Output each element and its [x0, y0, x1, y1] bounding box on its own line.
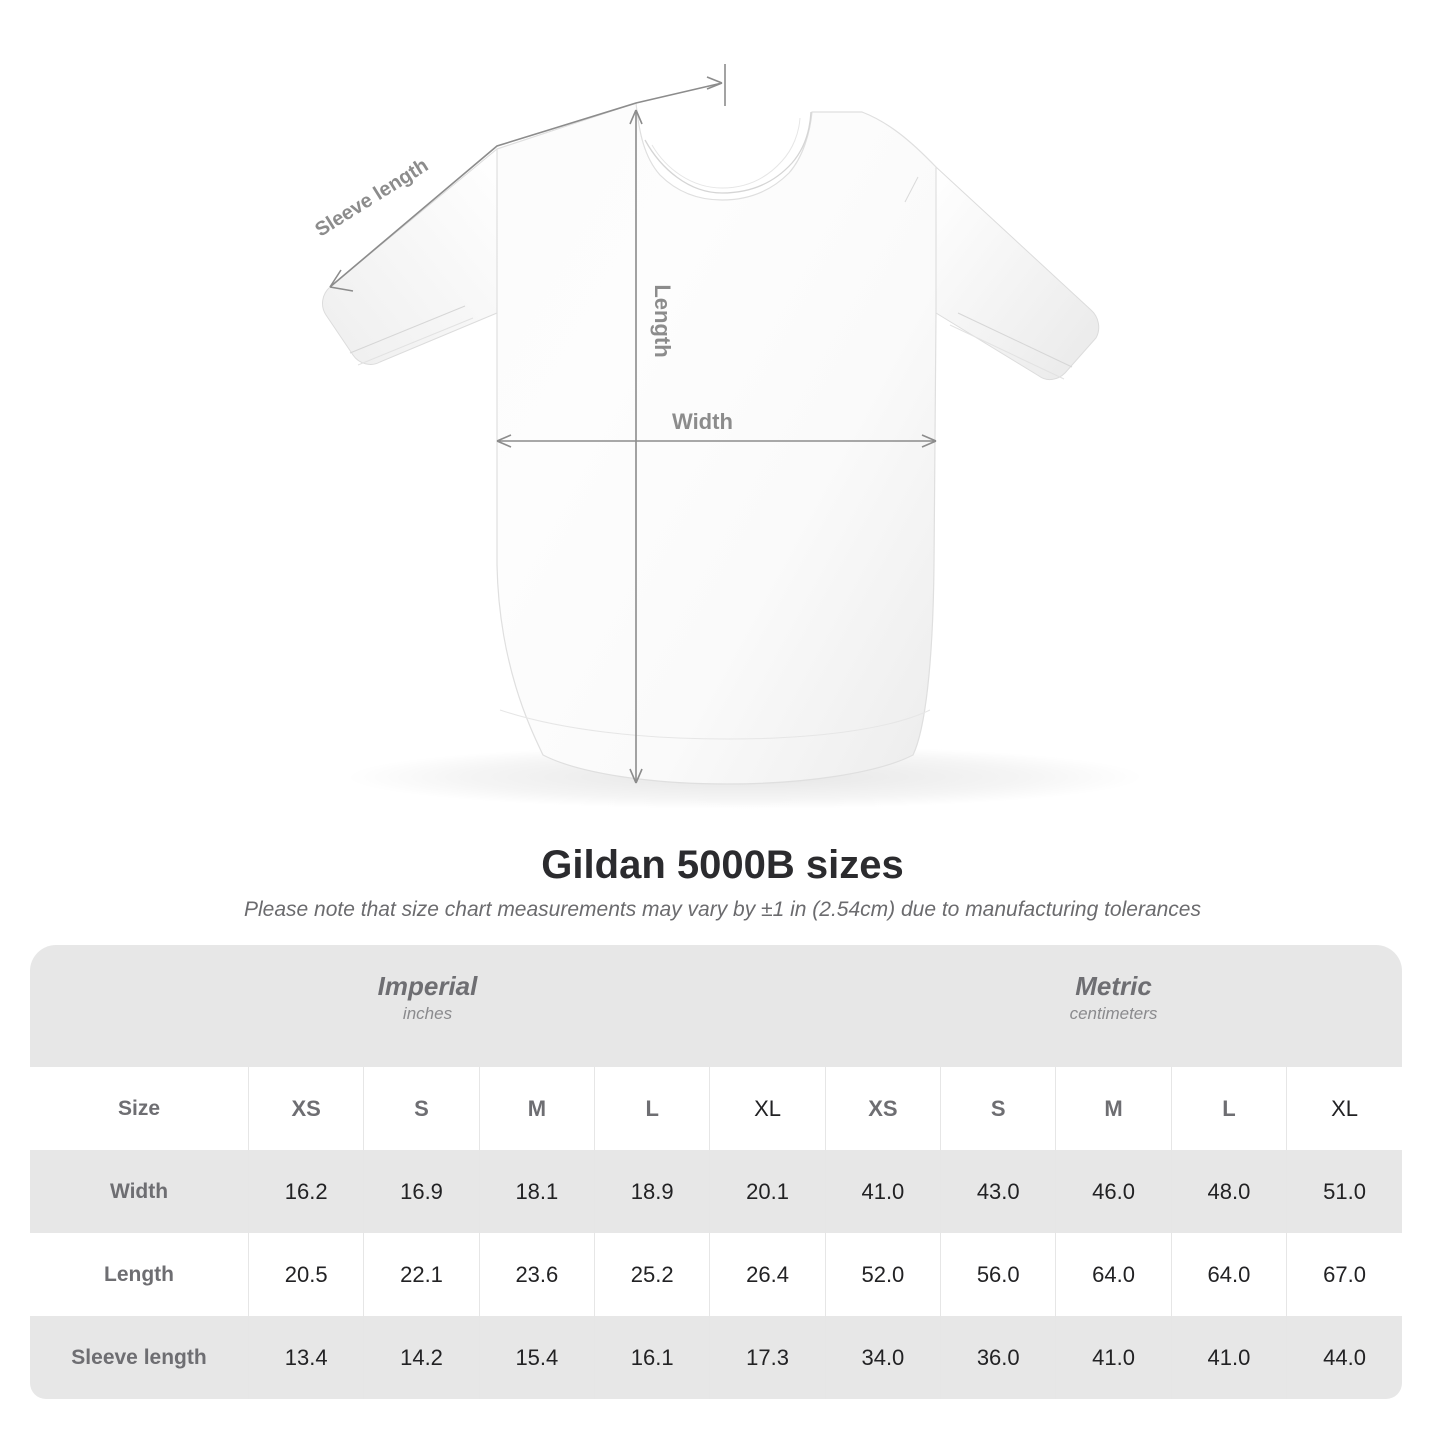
svg-text:Length: Length [650, 284, 675, 357]
svg-text:Width: Width [672, 409, 733, 434]
